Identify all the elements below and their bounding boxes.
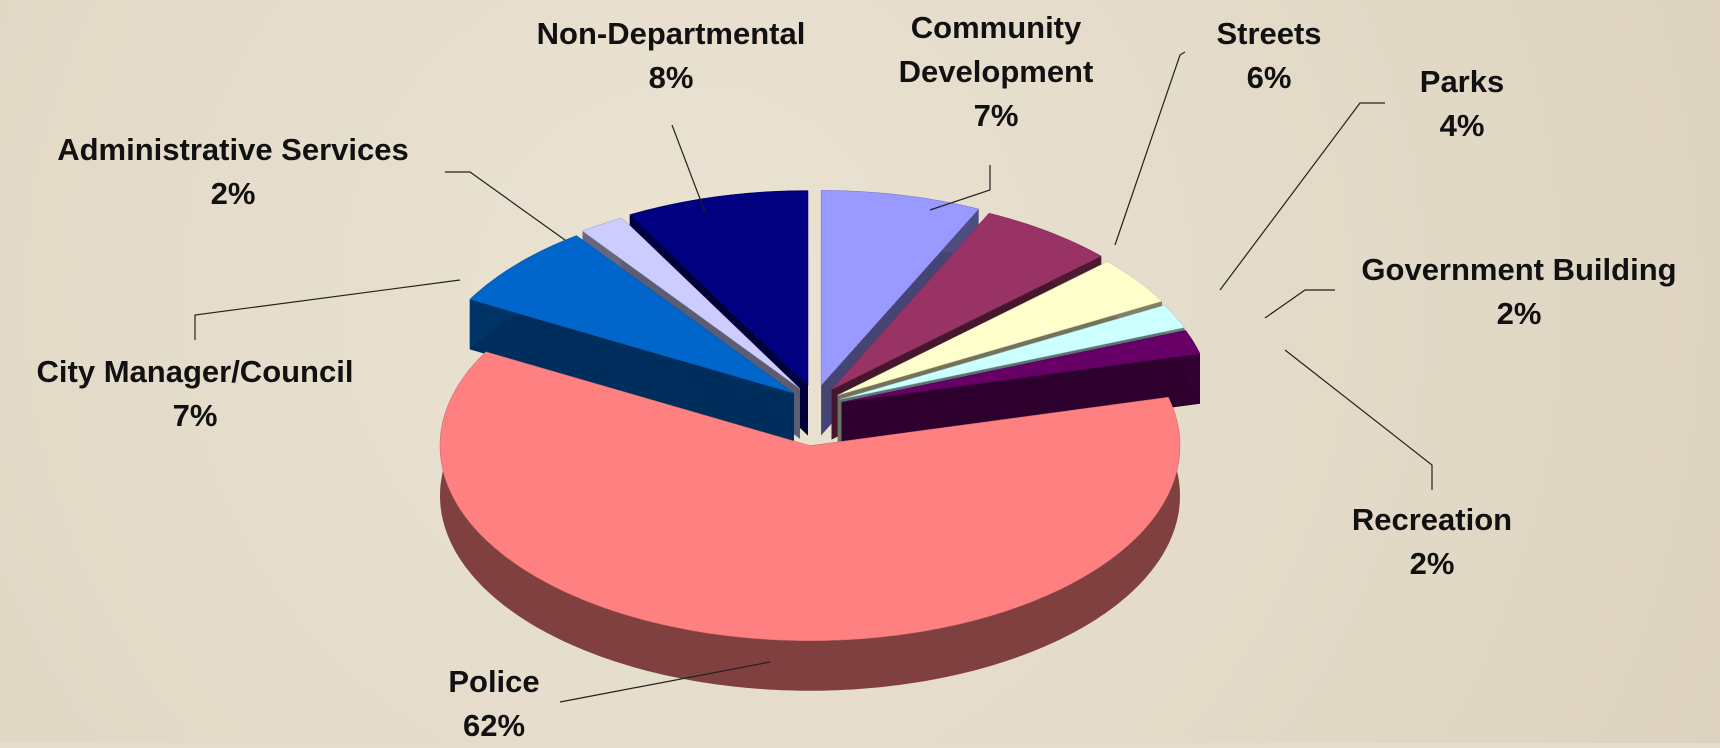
value-label: 2% — [1409, 546, 1455, 581]
slice-top — [840, 305, 1185, 400]
pie-slice — [841, 330, 1201, 453]
category-label: Government Building — [1361, 252, 1677, 287]
category-label: Parks — [1419, 64, 1505, 99]
pie-slice — [439, 351, 1181, 691]
category-label: Recreation — [1351, 502, 1513, 537]
leader-line — [929, 165, 991, 211]
leader-line — [445, 171, 566, 241]
category-label: Non-Departmental — [536, 16, 806, 51]
slice-label: Recreation 2% — [1302, 498, 1562, 586]
slice-top — [831, 212, 1102, 390]
category-label: City Manager/Council — [36, 354, 354, 389]
slice-label: Government Building 2% — [1309, 248, 1720, 336]
slice-label: Administrative Services 2% — [3, 128, 463, 216]
value-label: 8% — [648, 60, 694, 95]
leader-line — [1264, 289, 1335, 319]
leader-line — [559, 661, 771, 703]
category-label: Streets — [1216, 16, 1322, 51]
value-label: 62% — [462, 708, 526, 743]
slice-label: City Manager/Council 7% — [0, 350, 405, 438]
slice-top — [469, 235, 795, 394]
leader-line — [1284, 349, 1433, 490]
slice-face — [841, 353, 1200, 453]
leader-line — [194, 279, 461, 340]
value-label: 2% — [210, 176, 256, 211]
category-label: Community Development — [898, 10, 1094, 89]
leader-line — [671, 124, 706, 213]
slice-face — [469, 299, 794, 444]
leader-line — [1114, 51, 1186, 246]
pie-slice — [469, 235, 795, 444]
leader-line — [1219, 102, 1385, 291]
value-label: 7% — [973, 98, 1019, 133]
category-label: Administrative Services — [57, 132, 409, 167]
slice-top — [841, 330, 1201, 403]
value-label: 4% — [1439, 108, 1485, 143]
slice-label: Non-Departmental 8% — [491, 12, 851, 100]
slice-top — [837, 261, 1163, 396]
slice-label: Streets 6% — [1159, 12, 1379, 100]
value-label: 6% — [1246, 60, 1292, 95]
value-label: 7% — [172, 398, 218, 433]
slice-label: Police 62% — [394, 660, 594, 748]
slice-label: Community Development 7% — [866, 6, 1126, 138]
slice-label: Parks 4% — [1362, 60, 1562, 148]
value-label: 2% — [1496, 296, 1542, 331]
slice-top — [581, 217, 801, 389]
slice-top — [629, 190, 809, 387]
slice-top — [439, 351, 1181, 641]
slice-top — [820, 190, 980, 387]
category-label: Police — [448, 664, 540, 699]
